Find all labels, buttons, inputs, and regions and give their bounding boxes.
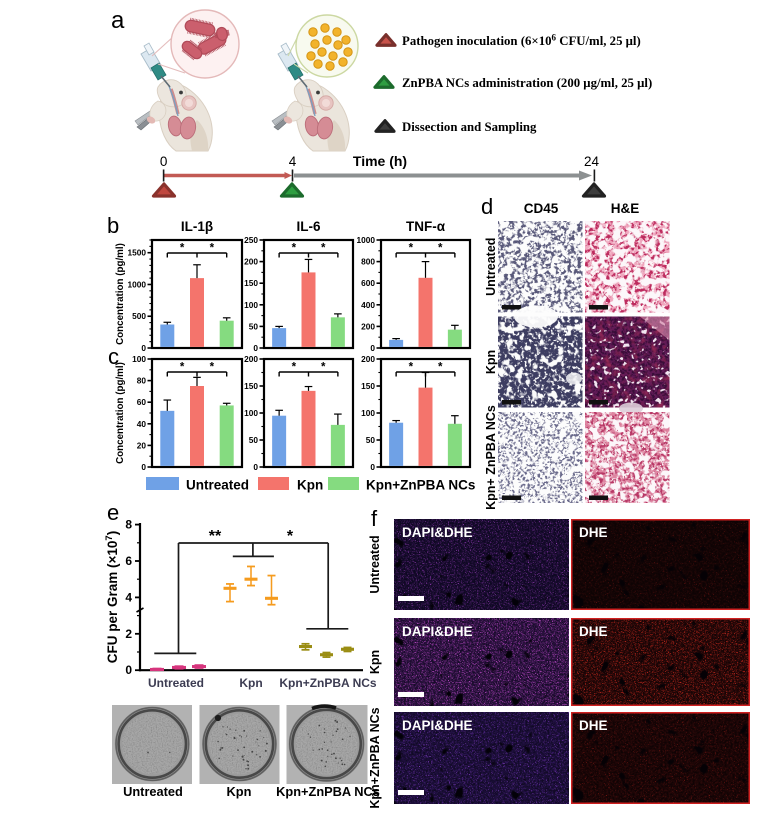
svg-text:Kpn+ZnPBA NCs: Kpn+ZnPBA NCs — [366, 478, 475, 493]
svg-text:4: 4 — [289, 154, 297, 169]
svg-text:*: * — [321, 362, 326, 374]
svg-text:*: * — [210, 243, 215, 255]
svg-text:4: 4 — [125, 590, 132, 604]
svg-text:*: * — [438, 243, 443, 255]
svg-text:100: 100 — [244, 300, 258, 310]
svg-text:d: d — [481, 194, 493, 219]
svg-text:0: 0 — [253, 343, 258, 353]
svg-text:8: 8 — [125, 518, 132, 532]
svg-text:DAPI&DHE: DAPI&DHE — [402, 525, 473, 540]
svg-text:Untreated: Untreated — [484, 238, 498, 296]
svg-text:200: 200 — [361, 321, 375, 331]
svg-text:*: * — [180, 362, 185, 374]
svg-text:*: * — [287, 528, 294, 545]
svg-text:Dissection and Sampling: Dissection and Sampling — [402, 120, 537, 134]
svg-text:20: 20 — [137, 440, 147, 450]
svg-text:Kpn: Kpn — [484, 350, 498, 374]
svg-text:100: 100 — [132, 354, 146, 364]
svg-text:Concentration (pg/ml): Concentration (pg/ml) — [115, 243, 126, 345]
svg-text:1500: 1500 — [128, 248, 147, 258]
svg-text:b: b — [107, 213, 119, 238]
svg-text:Kpn+ZnPBA NCs: Kpn+ZnPBA NCs — [279, 676, 377, 690]
svg-text:0: 0 — [370, 343, 375, 353]
svg-text:Untreated: Untreated — [186, 478, 249, 493]
svg-text:Kpn+ ZnPBA NCs: Kpn+ ZnPBA NCs — [484, 405, 498, 510]
svg-text:0: 0 — [160, 154, 168, 169]
svg-text:600: 600 — [361, 278, 375, 288]
svg-text:*: * — [180, 243, 185, 255]
svg-text:Kpn+ZnPBA NCs: Kpn+ZnPBA NCs — [368, 707, 382, 808]
svg-text:24: 24 — [584, 154, 600, 169]
svg-text:*: * — [210, 362, 215, 374]
svg-text:*: * — [292, 362, 297, 374]
svg-text:DHE: DHE — [579, 525, 608, 540]
svg-text:DHE: DHE — [579, 718, 608, 733]
svg-text:150: 150 — [361, 381, 375, 391]
svg-text:0: 0 — [253, 462, 258, 472]
svg-text:DAPI&DHE: DAPI&DHE — [402, 718, 473, 733]
svg-text:250: 250 — [244, 235, 258, 245]
svg-text:*: * — [321, 243, 326, 255]
svg-text:800: 800 — [361, 257, 375, 267]
svg-text:0: 0 — [370, 462, 375, 472]
svg-text:CFU per Gram (×107): CFU per Gram (×107) — [104, 531, 120, 663]
svg-text:100: 100 — [361, 408, 375, 418]
svg-text:Time (h): Time (h) — [353, 153, 407, 169]
svg-text:1000: 1000 — [128, 279, 147, 289]
svg-text:IL-1β: IL-1β — [181, 219, 213, 234]
svg-text:150: 150 — [244, 278, 258, 288]
svg-text:0: 0 — [141, 343, 146, 353]
svg-text:Kpn: Kpn — [297, 478, 323, 493]
svg-text:Concentration (pg/ml): Concentration (pg/ml) — [115, 362, 126, 464]
svg-text:Kpn: Kpn — [227, 784, 252, 799]
svg-text:H&E: H&E — [611, 201, 640, 216]
svg-text:TNF-α: TNF-α — [406, 219, 446, 234]
svg-text:*: * — [409, 362, 414, 374]
svg-text:ZnPBA NCs administration (200: ZnPBA NCs administration (200 μg/ml, 25 … — [402, 76, 652, 90]
svg-text:Untreated: Untreated — [148, 676, 204, 690]
svg-text:200: 200 — [361, 354, 375, 364]
svg-text:50: 50 — [249, 321, 259, 331]
svg-text:0: 0 — [141, 462, 146, 472]
svg-text:DAPI&DHE: DAPI&DHE — [402, 624, 473, 639]
svg-text:Untreated: Untreated — [123, 784, 183, 799]
svg-text:0: 0 — [125, 663, 132, 677]
svg-text:a: a — [111, 7, 125, 34]
svg-text:Untreated: Untreated — [368, 535, 382, 593]
svg-text:*: * — [438, 362, 443, 374]
svg-text:400: 400 — [361, 300, 375, 310]
svg-text:DHE: DHE — [579, 624, 608, 639]
svg-text:1000: 1000 — [357, 235, 376, 245]
svg-text:Kpn: Kpn — [368, 650, 382, 674]
svg-text:CD45: CD45 — [524, 201, 559, 216]
svg-text:Kpn+ZnPBA NCs: Kpn+ZnPBA NCs — [276, 784, 380, 799]
svg-text:100: 100 — [244, 408, 258, 418]
svg-text:150: 150 — [244, 381, 258, 391]
svg-text:500: 500 — [132, 311, 146, 321]
svg-text:Pathogen inoculation (6×106 CF: Pathogen inoculation (6×106 CFU/ml, 25 μ… — [402, 33, 641, 49]
svg-text:40: 40 — [137, 419, 147, 429]
svg-text:6: 6 — [125, 554, 132, 568]
svg-text:50: 50 — [366, 435, 376, 445]
svg-text:f: f — [371, 506, 378, 531]
svg-text:50: 50 — [249, 435, 259, 445]
svg-text:IL-6: IL-6 — [296, 219, 320, 234]
svg-text:200: 200 — [244, 354, 258, 364]
svg-text:*: * — [292, 243, 297, 255]
svg-text:Kpn: Kpn — [239, 676, 262, 690]
svg-text:*: * — [409, 243, 414, 255]
svg-text:e: e — [107, 500, 119, 525]
svg-text:2: 2 — [125, 627, 132, 641]
svg-text:80: 80 — [137, 376, 147, 386]
svg-text:200: 200 — [244, 257, 258, 267]
svg-text:60: 60 — [137, 397, 147, 407]
svg-text:**: ** — [209, 528, 222, 545]
